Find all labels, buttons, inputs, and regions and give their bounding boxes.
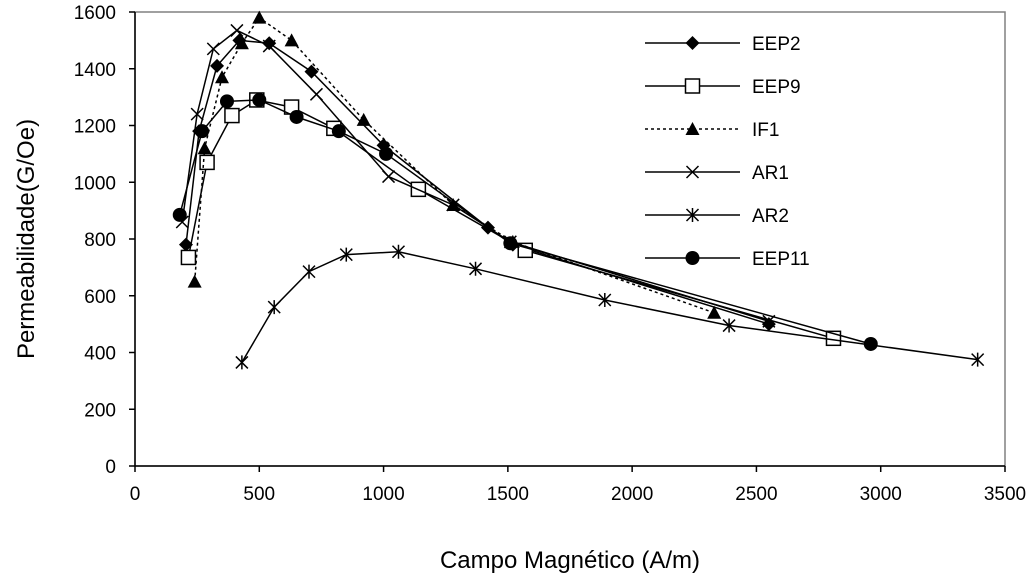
data-point xyxy=(262,36,277,51)
y-tick-label: 400 xyxy=(84,344,116,365)
x-tick-label: 2000 xyxy=(611,484,653,505)
series-ar2 xyxy=(235,244,985,370)
legend-item-eep11: EEP11 xyxy=(645,249,810,270)
plot-area xyxy=(134,11,1006,467)
data-point xyxy=(289,109,304,124)
data-point xyxy=(284,33,299,47)
legend-marker xyxy=(685,208,700,222)
y-axis-title: Permeabilidade(G/Oe) xyxy=(13,119,40,359)
x-tick-label: 3000 xyxy=(860,484,902,505)
legend-label: EEP9 xyxy=(752,77,801,98)
data-point xyxy=(446,198,460,212)
data-point xyxy=(219,94,234,109)
x-tick-label: 500 xyxy=(243,484,275,505)
data-point xyxy=(180,249,197,266)
data-point xyxy=(339,247,353,262)
data-point xyxy=(235,355,249,370)
tick-layer: 0 500 1000 1500 2000 2500 3000 3500 0 200 400 600 80… xyxy=(74,3,1026,505)
data-point xyxy=(267,300,281,315)
y-tick-label: 200 xyxy=(84,400,116,421)
legend-label: IF1 xyxy=(752,120,779,141)
legend-marker xyxy=(685,36,700,50)
series-eep11 xyxy=(172,92,878,351)
legend-item-eep9: EEP9 xyxy=(645,77,801,98)
legend-marker xyxy=(685,122,700,135)
data-point xyxy=(230,23,244,37)
data-point xyxy=(309,87,323,101)
x-tick-label: 0 xyxy=(130,484,141,505)
data-point xyxy=(187,274,202,288)
y-tick-label: 0 xyxy=(105,457,116,478)
data-point xyxy=(722,318,736,333)
data-point xyxy=(262,39,276,53)
series-layer xyxy=(172,10,985,370)
data-point xyxy=(391,244,406,259)
y-tick-label: 800 xyxy=(84,230,116,251)
x-axis-title: Campo Magnético (A/m) xyxy=(440,547,700,574)
y-tick-label: 1200 xyxy=(74,117,116,138)
legend: EEP2 EEP9 IF1 AR1 AR2 EEP11 xyxy=(645,34,810,270)
data-point xyxy=(469,261,483,276)
x-tick-label: 3500 xyxy=(984,484,1026,505)
legend-marker xyxy=(685,251,700,265)
x-tick-label: 2500 xyxy=(735,484,777,505)
data-point xyxy=(224,107,240,124)
y-tick-label: 1000 xyxy=(74,173,116,194)
y-tick-label: 600 xyxy=(84,287,116,308)
data-point xyxy=(598,293,612,308)
legend-label: EEP11 xyxy=(752,249,810,270)
legend-label: EEP2 xyxy=(752,34,801,55)
legend-item-if1: IF1 xyxy=(645,120,779,141)
data-point xyxy=(252,10,267,24)
data-point xyxy=(172,207,187,222)
legend-item-ar1: AR1 xyxy=(645,163,789,184)
legend-marker xyxy=(685,165,700,179)
x-tick-label: 1500 xyxy=(487,484,529,505)
data-point xyxy=(302,264,316,279)
legend-item-eep2: EEP2 xyxy=(645,34,801,55)
data-point xyxy=(382,170,396,184)
data-point xyxy=(252,92,267,107)
data-point xyxy=(304,64,319,79)
legend-item-ar2: AR2 xyxy=(645,206,789,227)
legend-marker xyxy=(684,78,701,94)
data-point xyxy=(379,146,394,161)
data-point xyxy=(195,124,210,139)
data-point xyxy=(707,305,722,319)
data-point xyxy=(503,236,518,251)
legend-label: AR2 xyxy=(752,206,789,227)
data-point xyxy=(190,107,204,121)
data-point xyxy=(356,112,371,126)
y-tick-label: 1600 xyxy=(74,3,116,24)
data-point xyxy=(197,141,212,155)
data-point xyxy=(331,124,346,139)
data-point xyxy=(215,70,229,84)
data-point xyxy=(210,58,225,73)
data-point xyxy=(206,42,220,56)
legend-label: AR1 xyxy=(752,163,789,184)
data-point xyxy=(863,336,878,351)
y-tick-label: 1400 xyxy=(74,60,116,81)
data-point xyxy=(971,352,985,367)
data-point xyxy=(199,154,215,171)
data-point xyxy=(234,36,249,50)
x-tick-label: 1000 xyxy=(362,484,404,505)
